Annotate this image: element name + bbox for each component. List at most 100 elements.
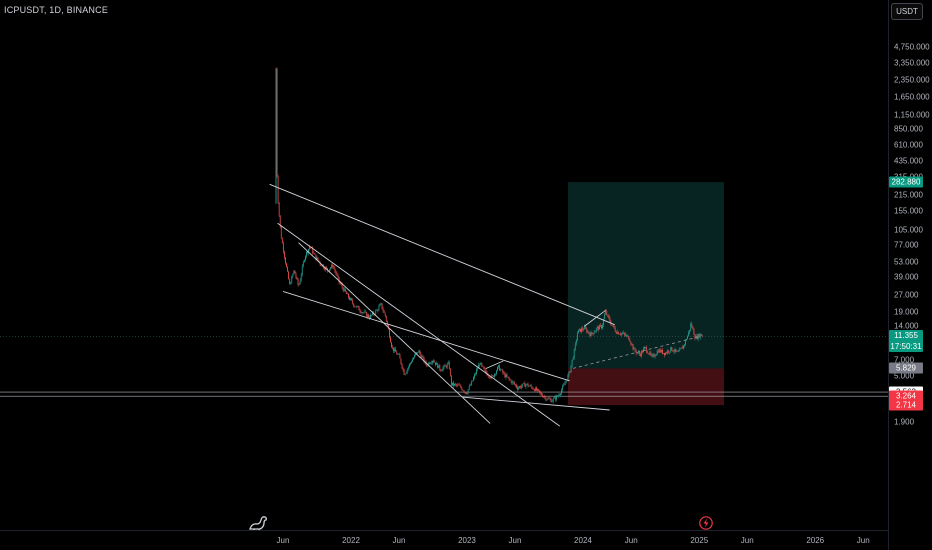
candle [651,353,653,358]
candle-body [370,314,371,319]
candle [676,350,678,352]
candle-body [555,395,557,400]
candle [351,297,353,301]
candle-body [587,331,589,333]
candle [681,345,683,349]
candle [466,391,468,395]
candle [391,341,392,349]
candle-body [647,351,649,354]
candle [368,313,369,319]
candle [349,295,350,301]
candle-body [594,330,596,333]
candle-body [537,389,538,391]
candle-body [351,298,353,301]
price-plot[interactable] [0,0,888,530]
candle [519,385,521,389]
candle-body [295,273,297,278]
candle [554,394,556,402]
candle-body [441,370,443,371]
candle [343,287,345,292]
candle-body [611,325,613,326]
candle [410,362,411,366]
candle-body [449,368,451,376]
candle-body [660,349,662,353]
candle [450,374,452,388]
candle [285,256,286,265]
candle-body [566,380,568,382]
candle-body [418,350,420,353]
candle-body [435,362,437,365]
candle [652,352,654,359]
candle [617,331,619,335]
tradingview-dino-icon[interactable] [248,514,270,530]
currency-button[interactable]: USDT [891,3,923,20]
candle-body [648,353,650,355]
time-tick-label: Jun [392,536,406,545]
candle [692,325,694,330]
candle-body [495,373,496,375]
candle-body [509,379,511,381]
candle-body [591,332,593,334]
candle-body [474,374,475,378]
candle [504,371,506,378]
candle-body [680,347,682,349]
candle-body [488,376,490,378]
trendline [298,242,491,424]
trendline [269,183,615,326]
candle [536,386,537,392]
candle-body [560,393,561,396]
symbol-title[interactable]: ICPUSDT, 1D, BINANCE [4,5,109,15]
candle [400,358,402,365]
candle-body [401,363,403,369]
candle [658,348,660,353]
candle [701,334,703,338]
candle-body [663,353,664,354]
candle-body [698,334,700,338]
candle [686,338,687,341]
candle [584,324,586,330]
candle-body [341,284,343,288]
candle-body [285,257,286,264]
candle [502,368,504,375]
candle [534,386,536,392]
bolt-icon[interactable] [699,516,713,530]
candle [543,396,545,398]
candle-body [461,387,463,390]
candle-body [534,387,536,392]
candle-body [565,381,567,384]
candle [452,382,453,387]
trendline [485,360,504,370]
candle-body [302,261,304,267]
candle [609,316,611,324]
candle-body [695,336,697,339]
candle [361,311,363,315]
candle-body [658,349,660,353]
candle-body [664,353,665,356]
candle-body [688,332,690,336]
candle-body [478,364,480,369]
candle-body [572,357,574,360]
candle-body [501,369,503,371]
candle [568,371,570,378]
candle-body [670,347,672,352]
candle-body [679,348,681,350]
candle-body [530,385,532,387]
candle [332,262,334,269]
candle [622,331,623,336]
candle [282,241,284,255]
candle-body [372,312,374,315]
candle [624,332,626,337]
candle [667,349,669,355]
candle-body [491,375,493,377]
candle-body [452,382,453,386]
candle [356,305,358,309]
candle [464,391,466,394]
candle-body [562,386,564,390]
candle [358,305,360,311]
candle-body [606,310,608,315]
candle [550,397,552,403]
candle-body [323,268,325,270]
candle-body [382,308,384,312]
candle [503,370,505,375]
candle [491,374,493,377]
